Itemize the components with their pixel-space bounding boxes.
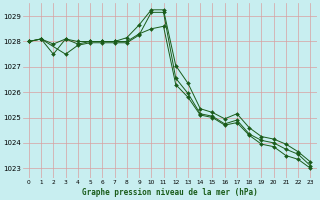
X-axis label: Graphe pression niveau de la mer (hPa): Graphe pression niveau de la mer (hPa) xyxy=(82,188,258,197)
